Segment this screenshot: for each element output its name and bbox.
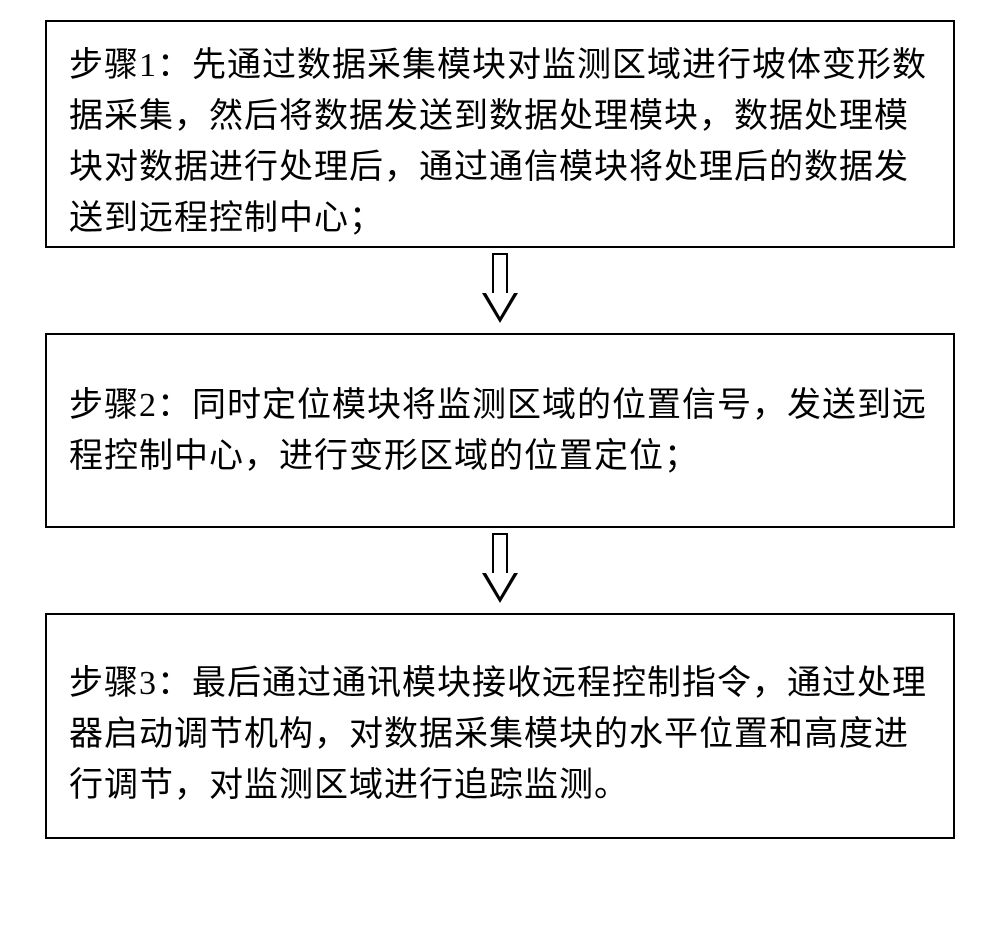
arrow-icon — [486, 253, 514, 328]
step-text-1: 步骤1：先通过数据采集模块对监测区域进行坡体变形数据采集，然后将数据发送到数据处… — [69, 47, 927, 237]
step-box-2: 步骤2：同时定位模块将监测区域的位置信号，发送到远程控制中心，进行变形区域的位置… — [45, 333, 955, 528]
arrow-icon — [486, 533, 514, 608]
step-box-1: 步骤1：先通过数据采集模块对监测区域进行坡体变形数据采集，然后将数据发送到数据处… — [45, 20, 955, 248]
step-text-3: 步骤3：最后通过通讯模块接收远程控制指令，通过处理器启动调节机构，对数据采集模块… — [69, 658, 931, 811]
step-text-2: 步骤2：同时定位模块将监测区域的位置信号，发送到远程控制中心，进行变形区域的位置… — [69, 380, 931, 482]
arrow-2-to-3 — [45, 528, 955, 613]
arrow-1-to-2 — [45, 248, 955, 333]
step-box-3: 步骤3：最后通过通讯模块接收远程控制指令，通过处理器启动调节机构，对数据采集模块… — [45, 613, 955, 839]
